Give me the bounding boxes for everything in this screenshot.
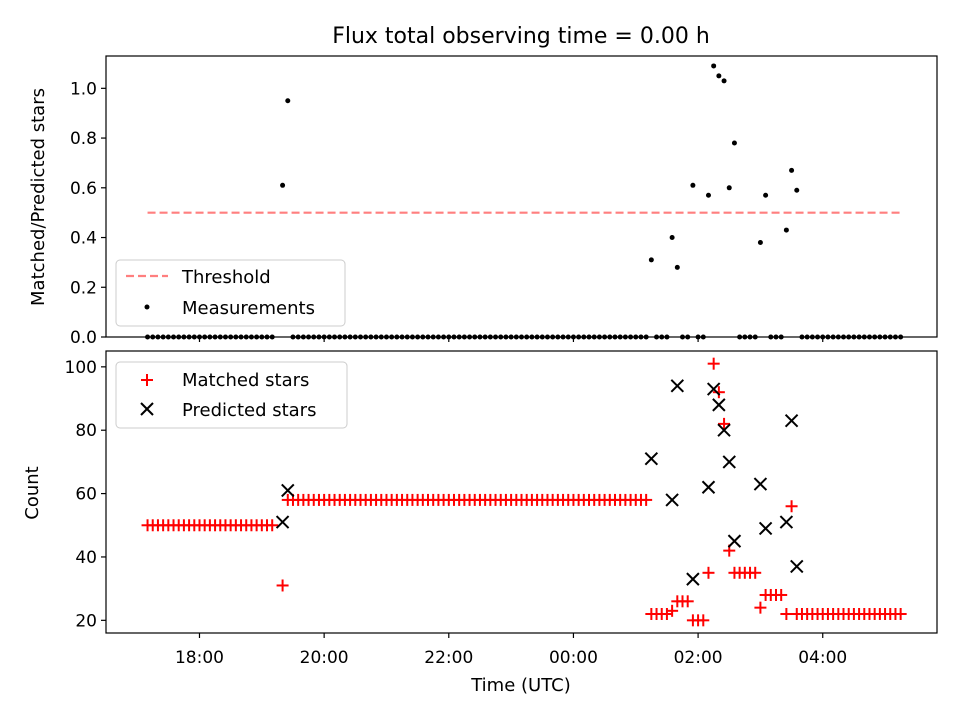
bottom-axes-frame: [105, 350, 938, 634]
top-x-axis-ticks: [198, 337, 824, 342]
predicted-star-point: [686, 572, 700, 586]
bottom-y-tick-label: 80: [75, 421, 97, 441]
x-tick-label: 18:00: [175, 648, 224, 668]
bottom-plot-area: [141, 357, 907, 627]
matched-star-point: [894, 607, 907, 620]
measurement-point: [757, 240, 763, 246]
predicted-star-point: [753, 477, 768, 491]
measurement-point: [726, 185, 732, 191]
matched-star-point: [775, 588, 788, 601]
measurement-point: [794, 187, 800, 193]
matched-star-point: [681, 595, 694, 608]
predicted-star-point: [281, 483, 295, 498]
legend-matched-label: Matched stars: [182, 370, 309, 391]
measurement-point: [285, 98, 291, 104]
measurement-point: [716, 73, 722, 79]
matched-star-point: [266, 519, 279, 532]
legend-measurements-swatch: [144, 304, 150, 310]
matched-star-point: [707, 357, 720, 370]
predicted-star-point: [779, 515, 794, 529]
x-tick-label: 22:00: [424, 648, 473, 668]
measurement-point: [690, 182, 696, 188]
matched-star-point: [640, 493, 653, 506]
x-tick-label: 04:00: [798, 648, 847, 668]
predicted-star-point: [722, 455, 736, 469]
measurement-point: [783, 227, 789, 233]
measurement-point: [711, 63, 717, 69]
matched-star-point: [718, 417, 731, 430]
bottom-y-axis: 20 40 60 80 100: [65, 358, 106, 631]
predicted-star-point: [701, 480, 716, 494]
legend-threshold-label: Threshold: [181, 267, 271, 288]
x-tick-label: 02:00: [674, 648, 723, 668]
bottom-y-axis-label: Count: [22, 466, 43, 519]
legend-matched-swatch: [141, 374, 153, 386]
top-axes-frame: [105, 55, 938, 338]
top-panel: 0.0 0.2 0.4 0.6 0.8 1.0 Matched/Predicted sta…: [28, 55, 938, 348]
x-tick-label: 20:00: [300, 648, 349, 668]
predicted-star-point: [784, 414, 799, 428]
top-y-tick-label: 0.6: [70, 179, 97, 199]
top-legend-box: [115, 259, 346, 327]
matched-star-point: [712, 386, 725, 399]
bottom-y-tick-label: 60: [75, 485, 97, 505]
predicted-star-point: [706, 382, 721, 396]
bottom-legend: Matched stars Predicted stars: [115, 361, 348, 429]
measurement-point: [280, 182, 286, 188]
predicted-star-point: [275, 515, 290, 529]
measurement-point: [763, 192, 769, 198]
bottom-y-tick-label: 40: [75, 548, 97, 568]
predicted-star-point: [665, 493, 679, 507]
bottom-x-axis: 18:00 20:00 22:00 00:00 02:00 04:00: [175, 633, 847, 668]
chart-title: Flux total observing time = 0.00 h: [332, 24, 710, 49]
legend-predicted-swatch: [140, 402, 154, 416]
measurement-point: [705, 192, 711, 198]
measurement-point: [669, 235, 675, 241]
top-legend: Threshold Measurements: [115, 259, 346, 327]
measurement-point: [721, 78, 727, 84]
predicted-star-point: [790, 559, 804, 574]
legend-predicted-label: Predicted stars: [182, 400, 316, 421]
top-y-axis: 0.0 0.2 0.4 0.6 0.8 1.0: [70, 79, 106, 348]
predicted-star-point: [644, 452, 659, 466]
top-y-tick-label: 1.0: [70, 79, 97, 99]
measurement-point: [674, 264, 680, 270]
bottom-panel: 20 40 60 80 100 18:00 20:00 22:00 00:00 02:00 04:…: [22, 350, 938, 696]
predicted-star-point: [717, 423, 731, 437]
top-y-tick-label: 0.2: [70, 278, 97, 298]
predicted-star-point: [758, 521, 773, 536]
matched-star-point: [702, 566, 715, 579]
top-y-tick-label: 0.0: [70, 328, 97, 348]
bottom-legend-box: [115, 361, 348, 429]
matched-star-point: [754, 601, 767, 614]
bottom-y-tick-label: 20: [75, 611, 97, 631]
measurement-point: [648, 257, 654, 263]
matched-star-point: [749, 566, 762, 579]
matched-star-point: [780, 607, 793, 620]
top-y-tick-label: 0.8: [70, 129, 97, 149]
x-tick-label: 00:00: [549, 648, 598, 668]
matched-star-point: [785, 500, 798, 513]
matched-star-point: [276, 579, 289, 592]
matched-star-point: [697, 614, 710, 627]
legend-measurements-label: Measurements: [182, 298, 315, 319]
x-axis-label: Time (UTC): [470, 675, 571, 696]
measurement-point: [731, 140, 737, 146]
measurement-point: [789, 167, 795, 173]
matched-star-point: [666, 604, 679, 617]
top-y-axis-label: Matched/Predicted stars: [28, 88, 49, 306]
predicted-star-point: [727, 534, 742, 548]
bottom-y-tick-label: 100: [65, 358, 97, 378]
predicted-star-point: [670, 379, 685, 393]
top-y-tick-label: 0.4: [70, 229, 97, 249]
predicted-star-point: [712, 398, 726, 412]
